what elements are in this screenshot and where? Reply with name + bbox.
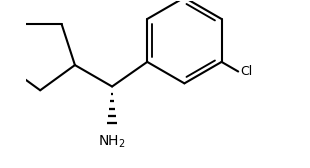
Text: Cl: Cl <box>241 65 253 78</box>
Text: NH$_2$: NH$_2$ <box>98 134 126 150</box>
